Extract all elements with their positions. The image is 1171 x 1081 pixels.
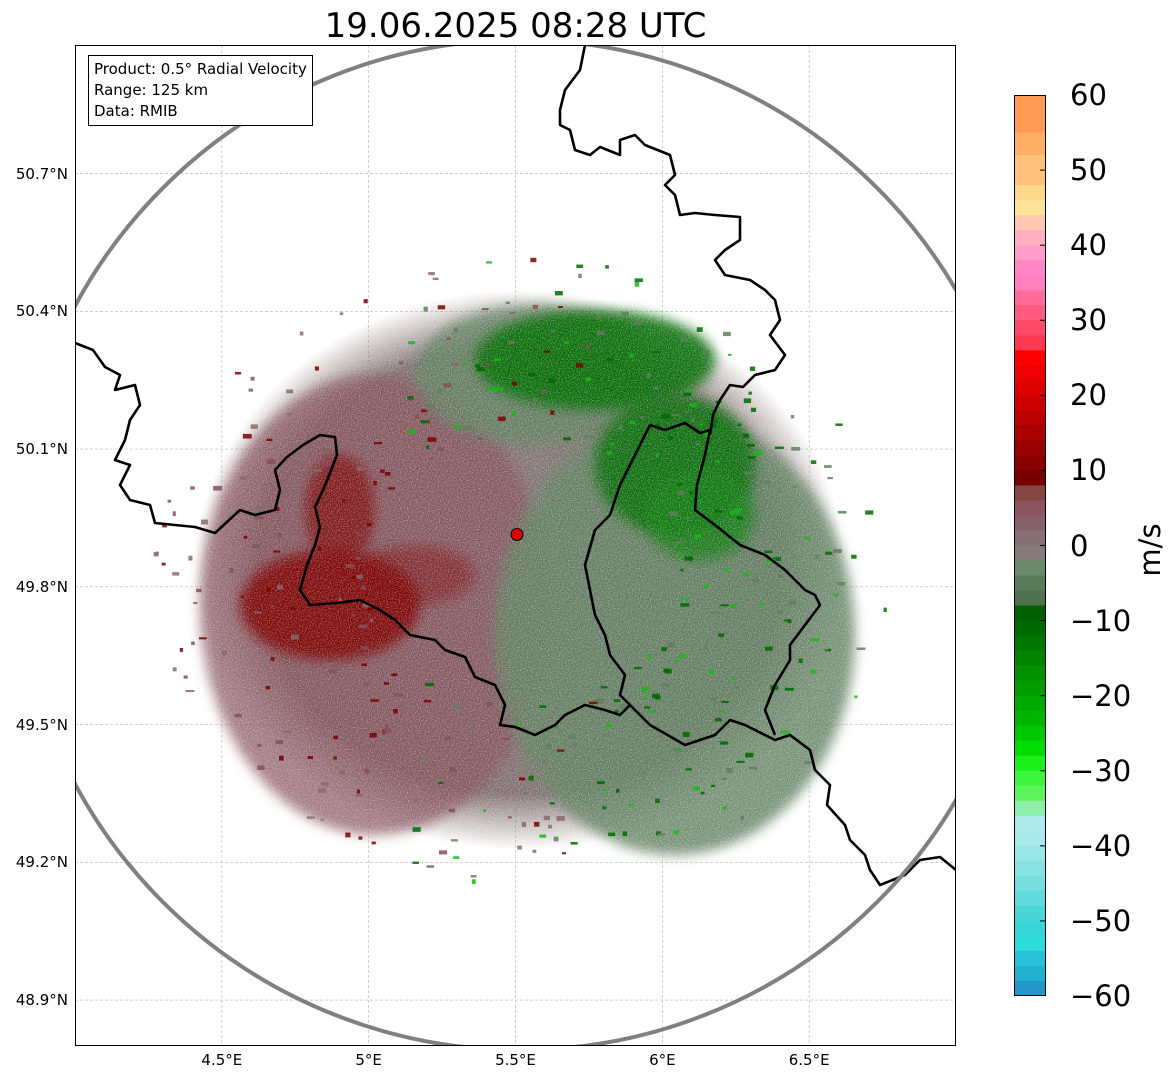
colorbar-tick-label: −50 xyxy=(1070,903,1132,938)
colorbar-tick-label: −30 xyxy=(1070,753,1132,788)
colorbar-tick-label: 30 xyxy=(1070,303,1107,338)
longitude-tick-label: 6.5°E xyxy=(788,1051,830,1069)
longitude-tick-label: 6°E xyxy=(649,1051,676,1069)
info-source: Data: RMIB xyxy=(94,102,178,120)
latitude-tick-label: 49.2°N xyxy=(15,853,68,872)
latitude-tick-label: 48.9°N xyxy=(15,991,68,1010)
longitude-tick-label: 5°E xyxy=(355,1051,382,1069)
colorbar-tick-label: 60 xyxy=(1070,78,1107,112)
colorbar-tick-label: 40 xyxy=(1070,228,1107,263)
border-france-belgium-west xyxy=(75,341,516,729)
radar-echo-layer xyxy=(153,257,887,905)
radar-map[interactable] xyxy=(75,45,956,1046)
info-range: Range: 125 km xyxy=(94,81,209,99)
colorbar-tick-label: −60 xyxy=(1070,979,1132,1013)
longitude-tick-label: 5.5°E xyxy=(495,1051,536,1069)
map-title: 19.06.2025 08:28 UTC xyxy=(324,6,707,46)
info-product: Product: 0.5° Radial Velocity xyxy=(94,60,307,78)
latitude-tick-label: 50.1°N xyxy=(15,440,68,459)
colorbar-tick-label: 0 xyxy=(1070,528,1089,563)
colorbar-tick-label: −20 xyxy=(1070,678,1132,713)
border-luxembourg xyxy=(583,421,822,736)
colorbar-tick-label: −40 xyxy=(1070,828,1132,863)
colorbar-tick-label: 50 xyxy=(1070,153,1107,188)
longitude-tick-label: 4.5°E xyxy=(201,1051,243,1069)
border-belgium-germany xyxy=(558,45,787,436)
latitude-tick-label: 49.5°N xyxy=(15,715,68,734)
colorbar-tick-label: −10 xyxy=(1070,603,1132,638)
latitude-tick-label: 50.4°N xyxy=(15,302,68,321)
latitude-tick-label: 50.7°N xyxy=(15,164,68,183)
border-belgium-france-south xyxy=(514,703,956,887)
product-info-box: Product: 0.5° Radial Velocity Range: 125… xyxy=(88,55,313,126)
velocity-colorbar xyxy=(1014,95,1046,996)
map-frame-border xyxy=(75,45,956,1046)
latitude-tick-label: 49.8°N xyxy=(15,577,68,596)
colorbar-unit-label: m/s xyxy=(1133,523,1167,577)
colorbar-tick-label: 10 xyxy=(1070,453,1107,488)
radar-site-marker xyxy=(510,527,524,541)
country-borders xyxy=(75,45,956,887)
colorbar-tick-label: 20 xyxy=(1070,378,1107,413)
